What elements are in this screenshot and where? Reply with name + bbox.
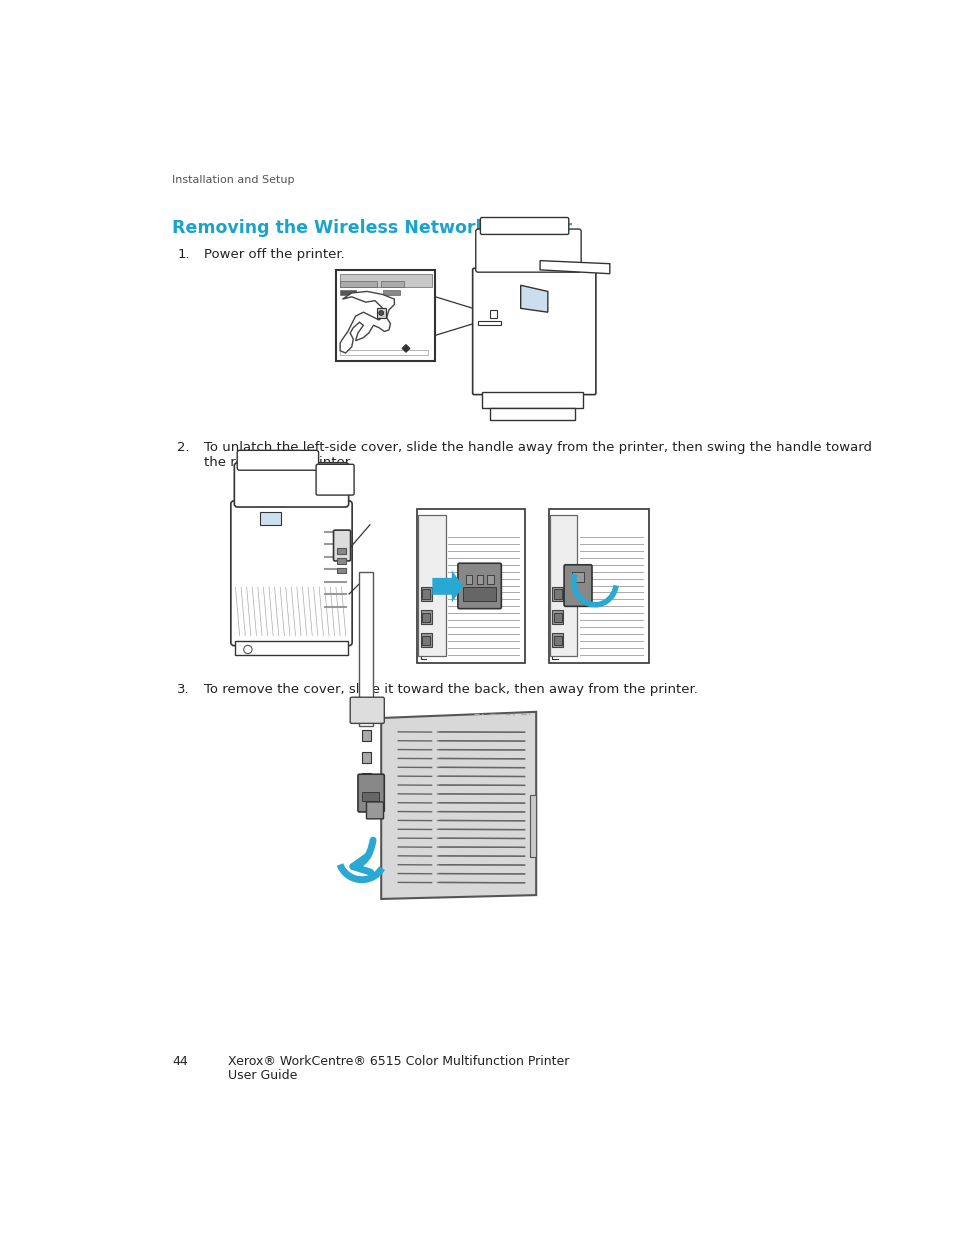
FancyBboxPatch shape bbox=[480, 217, 568, 235]
Polygon shape bbox=[539, 261, 609, 274]
Polygon shape bbox=[520, 285, 547, 312]
FancyBboxPatch shape bbox=[334, 530, 350, 561]
FancyBboxPatch shape bbox=[357, 774, 384, 811]
Bar bbox=[340, 274, 431, 287]
Bar bbox=[422, 636, 430, 645]
Bar bbox=[340, 280, 377, 287]
FancyBboxPatch shape bbox=[457, 563, 500, 609]
Bar bbox=[422, 613, 430, 621]
Polygon shape bbox=[402, 345, 410, 352]
Text: Power off the printer.: Power off the printer. bbox=[204, 248, 345, 262]
Bar bbox=[260, 513, 281, 525]
Bar bbox=[336, 558, 345, 563]
Circle shape bbox=[378, 311, 383, 315]
Bar bbox=[420, 587, 431, 601]
Bar bbox=[361, 752, 371, 763]
Bar bbox=[554, 636, 561, 645]
Bar bbox=[552, 610, 562, 624]
Bar bbox=[548, 509, 649, 662]
Bar bbox=[340, 290, 355, 294]
Bar bbox=[422, 589, 430, 599]
Bar bbox=[481, 391, 582, 409]
FancyBboxPatch shape bbox=[315, 464, 354, 495]
Bar bbox=[465, 574, 472, 584]
Bar bbox=[359, 572, 373, 726]
Text: Installation and Setup: Installation and Setup bbox=[172, 175, 294, 185]
Polygon shape bbox=[381, 711, 536, 899]
Bar bbox=[489, 310, 497, 317]
FancyBboxPatch shape bbox=[234, 463, 348, 508]
Bar bbox=[235, 641, 348, 655]
Bar bbox=[376, 309, 385, 317]
Bar bbox=[489, 408, 575, 420]
Bar bbox=[361, 730, 371, 741]
Bar bbox=[336, 548, 345, 553]
Bar bbox=[361, 773, 371, 784]
Bar bbox=[340, 350, 427, 354]
Text: 44: 44 bbox=[172, 1055, 188, 1068]
FancyBboxPatch shape bbox=[231, 501, 352, 646]
Polygon shape bbox=[432, 571, 463, 603]
FancyBboxPatch shape bbox=[350, 698, 384, 724]
Bar bbox=[382, 290, 399, 294]
Text: To unlatch the left-side cover, slide the handle away from the printer, then swi: To unlatch the left-side cover, slide th… bbox=[204, 441, 872, 469]
Bar bbox=[361, 792, 378, 802]
Text: 1.: 1. bbox=[177, 248, 190, 262]
Bar bbox=[476, 574, 482, 584]
Polygon shape bbox=[340, 291, 394, 353]
Bar bbox=[554, 613, 561, 621]
Bar bbox=[530, 795, 536, 857]
Bar bbox=[554, 589, 561, 599]
Text: Xerox® WorkCentre® 6515 Color Multifunction Printer: Xerox® WorkCentre® 6515 Color Multifunct… bbox=[228, 1055, 569, 1068]
FancyBboxPatch shape bbox=[237, 451, 318, 471]
Bar bbox=[463, 587, 496, 601]
Bar bbox=[336, 568, 345, 573]
FancyBboxPatch shape bbox=[366, 802, 383, 819]
Bar bbox=[416, 509, 525, 662]
Bar bbox=[487, 574, 493, 584]
FancyBboxPatch shape bbox=[563, 564, 592, 606]
Bar bbox=[418, 515, 445, 656]
FancyBboxPatch shape bbox=[476, 228, 580, 272]
Text: 3.: 3. bbox=[177, 683, 190, 697]
Text: To remove the cover, slide it toward the back, then away from the printer.: To remove the cover, slide it toward the… bbox=[204, 683, 698, 697]
Bar bbox=[477, 321, 500, 325]
Bar bbox=[550, 515, 577, 656]
Bar bbox=[552, 634, 562, 647]
Text: User Guide: User Guide bbox=[228, 1070, 296, 1082]
Text: 2.: 2. bbox=[177, 441, 190, 453]
Bar bbox=[420, 634, 431, 647]
Text: Removing the Wireless Network Adapter: Removing the Wireless Network Adapter bbox=[172, 219, 571, 237]
Bar bbox=[552, 587, 562, 601]
Bar bbox=[381, 280, 404, 287]
Bar bbox=[335, 270, 435, 361]
FancyBboxPatch shape bbox=[472, 268, 596, 395]
Circle shape bbox=[243, 646, 252, 653]
Bar bbox=[571, 573, 583, 582]
Bar bbox=[420, 610, 431, 624]
